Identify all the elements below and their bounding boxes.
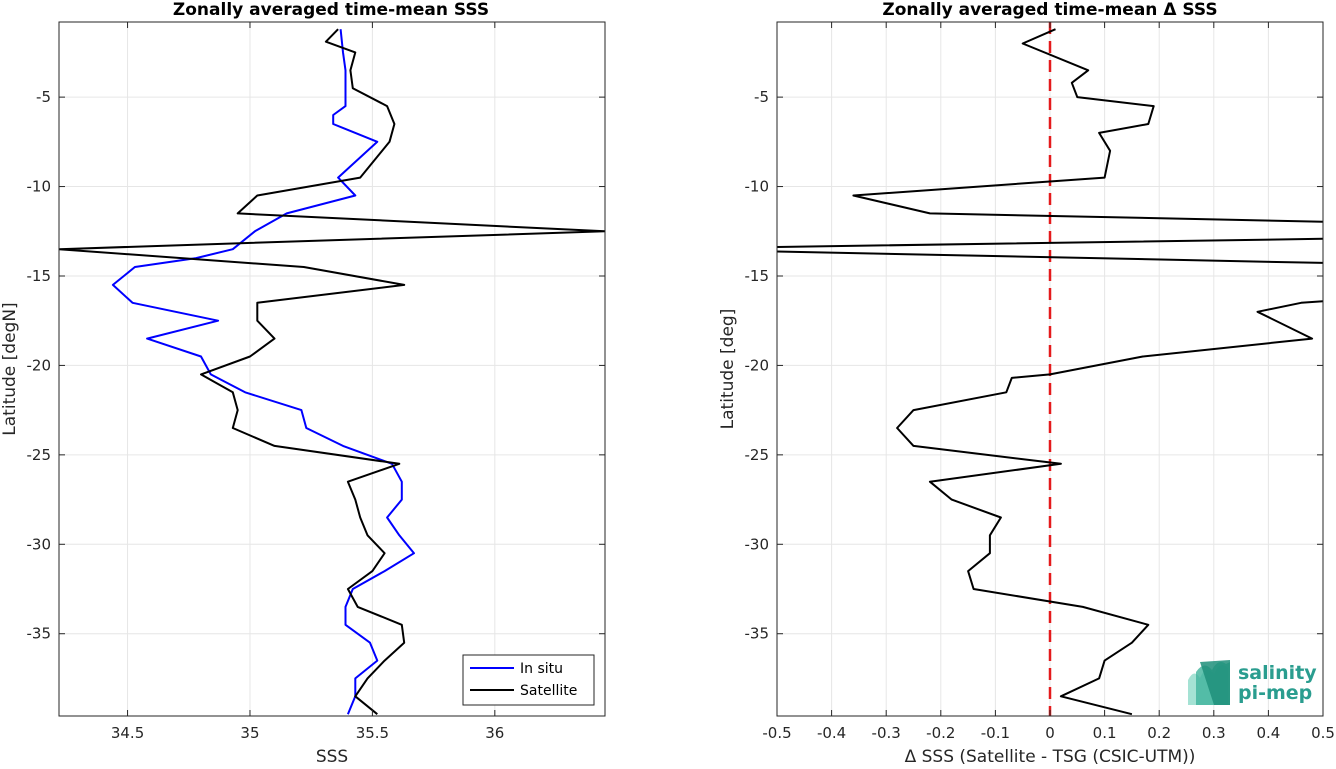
- y-tick-label: -25: [27, 446, 52, 464]
- y-tick-label: -30: [27, 535, 52, 553]
- y-tick-label: -5: [754, 88, 769, 106]
- x-tick-label: 35: [240, 724, 259, 742]
- x-tick-label: -0.5: [762, 724, 791, 742]
- y-tick-label: -15: [745, 267, 770, 285]
- left-panel: Zonally averaged time-mean SSS 34.5 35 35.…: [0, 0, 606, 767]
- right-ticks: -0.5 -0.4 -0.3 -0.2 -0.1 0 0.1 0.2 0.3 0.4 0.5 -5 -1…: [745, 22, 1335, 742]
- y-tick-label: -20: [745, 356, 770, 374]
- right-x-axis-label: Δ SSS (Satellite - TSG (CSIC-UTM)): [905, 747, 1196, 767]
- logo-wave-icon: [1188, 660, 1230, 705]
- y-tick-label: -35: [745, 625, 770, 643]
- y-tick-label: -30: [745, 535, 770, 553]
- right-chart-title: Zonally averaged time-mean Δ SSS: [882, 0, 1217, 20]
- series-line-in-situ: [111, 29, 415, 715]
- x-tick-label: 34.5: [111, 724, 144, 742]
- y-tick-label: -20: [27, 356, 52, 374]
- right-series-group: [777, 22, 1323, 716]
- y-tick-label: -25: [745, 446, 770, 464]
- left-x-axis-label: SSS: [316, 747, 348, 767]
- legend: In situ Satellite: [462, 654, 595, 706]
- y-tick-label: -5: [36, 88, 51, 106]
- y-tick-label: -15: [27, 267, 52, 285]
- x-tick-label: -0.1: [981, 724, 1010, 742]
- left-ticks: 34.5 35 35.5 36 -5 -10 -15 -20 -25 -30 -35: [27, 22, 605, 742]
- legend-box: [462, 654, 595, 706]
- x-tick-label: -0.4: [817, 724, 846, 742]
- x-tick-label: -0.3: [872, 724, 901, 742]
- series-line-delta-sss: [777, 28, 1323, 716]
- right-y-axis-label: Latitude [deg]: [718, 309, 738, 430]
- x-tick-label: 36: [485, 724, 504, 742]
- x-tick-label: 0.5: [1311, 724, 1335, 742]
- x-tick-label: 35.5: [356, 724, 389, 742]
- x-tick-label: 0.4: [1256, 724, 1280, 742]
- salinity-pi-mep-logo: salinity pi-mep: [1188, 660, 1317, 705]
- x-tick-label: 0.1: [1093, 724, 1117, 742]
- logo-text-line2: pi-mep: [1238, 682, 1312, 704]
- legend-label-satellite: Satellite: [520, 683, 577, 699]
- y-tick-label: -35: [27, 625, 52, 643]
- legend-label-in-situ: In situ: [520, 661, 563, 677]
- y-tick-label: -10: [745, 178, 770, 196]
- y-tick-label: -10: [27, 178, 52, 196]
- left-y-axis-label: Latitude [degN]: [0, 302, 20, 435]
- x-tick-label: 0.3: [1202, 724, 1226, 742]
- x-tick-label: 0: [1045, 724, 1055, 742]
- left-series-group: [59, 28, 605, 715]
- right-panel: Zonally averaged time-mean Δ SSS -0.5 -0.…: [718, 0, 1335, 767]
- x-tick-label: 0.2: [1147, 724, 1171, 742]
- left-plot-frame: [58, 21, 606, 717]
- left-chart-title: Zonally averaged time-mean SSS: [173, 0, 489, 20]
- logo-text-line1: salinity: [1238, 662, 1317, 684]
- series-line-satellite: [59, 28, 605, 715]
- left-grid: [59, 22, 605, 716]
- x-tick-label: -0.2: [926, 724, 955, 742]
